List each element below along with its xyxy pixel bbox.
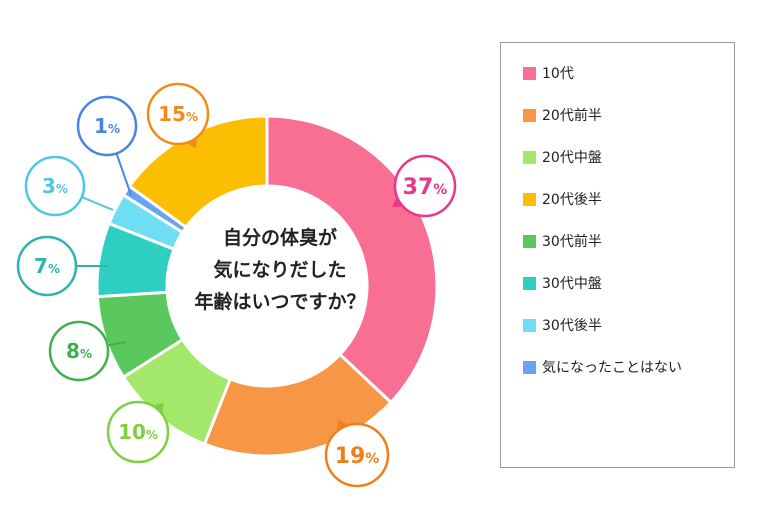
legend-label: 20代中盤 bbox=[542, 150, 602, 166]
legend: 10代 20代前半 20代中盤 20代後半 30代前半 30代中盤 30代後半 … bbox=[500, 42, 735, 468]
legend-item-mid-20s: 20代中盤 bbox=[523, 147, 602, 167]
donut-hole bbox=[167, 186, 367, 386]
legend-item-late-20s: 20代後半 bbox=[523, 189, 602, 209]
data-label-value: 3 bbox=[42, 174, 56, 198]
chart-title-line-2: 気になりだした bbox=[213, 259, 347, 281]
legend-label: 気になったことはない bbox=[542, 360, 682, 376]
callout-early-20s: 19% bbox=[324, 419, 390, 488]
callouts: 37%19%10%8%7%3%1%15% bbox=[16, 82, 457, 488]
callout-late-20s: 15% bbox=[146, 82, 210, 149]
callout-bubble bbox=[76, 95, 138, 157]
legend-item-late-30s: 30代後半 bbox=[523, 315, 602, 335]
callout-10s: 37% bbox=[392, 154, 457, 218]
data-label-value: 37 bbox=[403, 175, 434, 200]
legend-label: 20代前半 bbox=[542, 108, 602, 124]
leader-line bbox=[115, 153, 132, 196]
slices bbox=[95, 114, 439, 458]
callout-bubble bbox=[106, 400, 170, 464]
legend-item-early-20s: 20代前半 bbox=[523, 105, 602, 125]
chart-title-line-1: 自分の体臭が bbox=[222, 227, 337, 249]
data-label-value: 19 bbox=[335, 444, 366, 469]
callout-bubble bbox=[48, 320, 110, 382]
data-label-early-20s: 19% bbox=[335, 444, 380, 469]
data-label-never: 1% bbox=[94, 114, 120, 138]
data-label-value: 7 bbox=[34, 254, 48, 278]
legend-swatch bbox=[523, 234, 536, 248]
callout-never: 1% bbox=[76, 95, 138, 196]
callout-early-30s: 8% bbox=[48, 320, 127, 382]
legend-item-early-30s: 30代前半 bbox=[523, 231, 602, 251]
data-label-mid-20s: 10% bbox=[118, 420, 158, 444]
callout-bubble bbox=[324, 422, 390, 488]
leader-line bbox=[81, 196, 114, 211]
legend-swatch bbox=[523, 318, 536, 332]
callout-bubble bbox=[146, 82, 210, 146]
chart-title: 自分の体臭が 気になりだした 年齢はいつですか？ bbox=[180, 222, 380, 318]
legend-item-never: 気になったことはない bbox=[523, 357, 682, 377]
legend-label: 30代中盤 bbox=[542, 276, 602, 292]
data-label-percent: % bbox=[146, 428, 158, 442]
chart-title-line-3: 年齢はいつですか？ bbox=[194, 291, 366, 313]
data-label-mid-30s: 7% bbox=[34, 254, 60, 278]
legend-swatch bbox=[523, 66, 536, 80]
data-label-early-30s: 8% bbox=[66, 339, 92, 363]
data-label-value: 10 bbox=[118, 420, 146, 444]
callout-bubble bbox=[393, 154, 457, 218]
data-label-percent: % bbox=[433, 182, 447, 198]
legend-label: 10代 bbox=[542, 66, 574, 82]
legend-swatch bbox=[523, 276, 536, 290]
data-label-percent: % bbox=[48, 262, 60, 276]
legend-item-mid-30s: 30代中盤 bbox=[523, 273, 602, 293]
data-label-late-20s: 15% bbox=[158, 102, 198, 126]
data-label-percent: % bbox=[186, 110, 198, 124]
data-label-percent: % bbox=[80, 347, 92, 361]
legend-swatch bbox=[523, 150, 536, 164]
data-label-percent: % bbox=[365, 451, 379, 467]
data-label-value: 8 bbox=[66, 339, 80, 363]
legend-label: 20代後半 bbox=[542, 192, 602, 208]
callout-bubble bbox=[24, 155, 86, 217]
leader-line bbox=[107, 341, 127, 347]
legend-swatch bbox=[523, 192, 536, 206]
data-label-10s: 37% bbox=[403, 175, 448, 200]
data-label-late-30s: 3% bbox=[42, 174, 68, 198]
callout-mid-20s: 10% bbox=[106, 400, 170, 464]
callout-mid-30s: 7% bbox=[16, 235, 107, 297]
data-label-percent: % bbox=[108, 122, 120, 136]
data-label-percent: % bbox=[56, 182, 68, 196]
legend-swatch bbox=[523, 108, 536, 122]
legend-label: 30代前半 bbox=[542, 234, 602, 250]
data-label-value: 1 bbox=[94, 114, 108, 138]
legend-label: 30代後半 bbox=[542, 318, 602, 334]
legend-item-10s: 10代 bbox=[523, 63, 574, 83]
callout-bubble bbox=[16, 235, 78, 297]
callout-late-30s: 3% bbox=[24, 155, 114, 217]
legend-swatch bbox=[523, 360, 536, 374]
data-label-value: 15 bbox=[158, 102, 186, 126]
